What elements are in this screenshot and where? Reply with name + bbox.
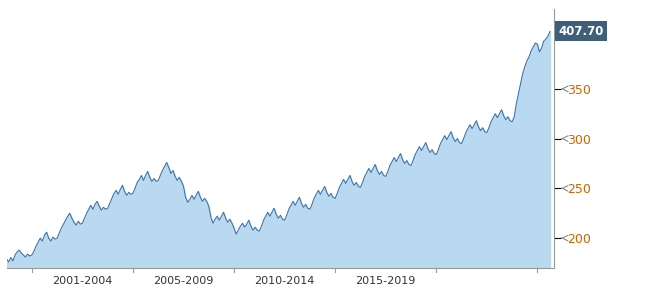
Text: 2015-2019: 2015-2019 (355, 276, 416, 286)
Text: 2001-2004: 2001-2004 (52, 276, 113, 286)
Text: 407.70: 407.70 (558, 25, 604, 38)
Text: 2005-2009: 2005-2009 (153, 276, 214, 286)
Text: 2010-2014: 2010-2014 (254, 276, 315, 286)
